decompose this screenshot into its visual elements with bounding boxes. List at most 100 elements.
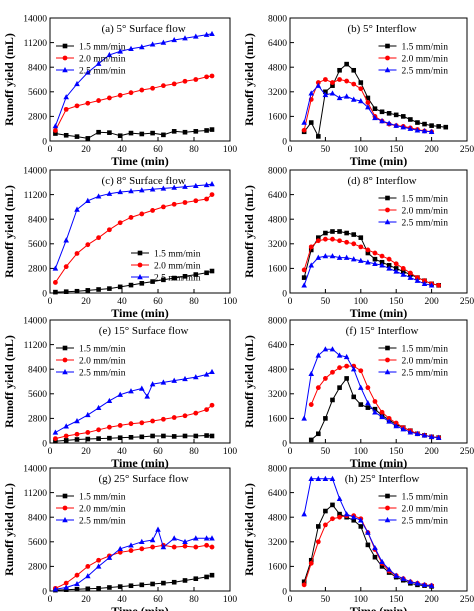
legend-label: 2.5 mm/min xyxy=(402,218,449,228)
x-tick-label: 60 xyxy=(153,595,163,605)
panel-f: 0 50 100 150 200 250 0 1600 3200 4800 6400 8000 Time… xyxy=(242,316,474,470)
legend-marker xyxy=(384,517,391,523)
data-point xyxy=(74,580,80,587)
legend-marker xyxy=(385,493,390,499)
data-point xyxy=(330,83,335,88)
y-tick-label: 11200 xyxy=(24,39,48,49)
data-point xyxy=(203,371,210,377)
x-tick-label: 50 xyxy=(321,297,331,307)
legend-marker xyxy=(137,262,143,268)
data-point xyxy=(386,566,392,572)
legend-marker xyxy=(385,345,390,351)
data-point xyxy=(365,100,371,105)
y-tick-label: 8400 xyxy=(28,366,47,376)
data-point xyxy=(400,124,407,130)
legend-marker xyxy=(137,274,143,280)
data-point xyxy=(386,256,392,262)
panel-title: (a) 5° Surface flow xyxy=(102,23,186,35)
data-point xyxy=(63,433,69,439)
legend-label: 2.0 mm/min xyxy=(79,504,126,514)
data-point xyxy=(204,433,209,438)
data-point xyxy=(161,433,166,439)
plot-frame xyxy=(49,17,231,142)
data-point xyxy=(372,554,378,560)
y-tick-label: 14000 xyxy=(23,464,47,474)
data-point xyxy=(421,280,428,286)
data-point xyxy=(330,516,335,522)
data-point xyxy=(330,502,335,508)
data-point xyxy=(74,572,80,578)
x-axis-title: Time (min) xyxy=(111,154,168,168)
y-tick-label: 4800 xyxy=(268,216,287,226)
series-2-5-mm-min xyxy=(301,475,435,588)
data-point xyxy=(330,369,335,375)
x-tick-label: 0 xyxy=(48,297,53,307)
series-1-5-mm-min xyxy=(53,268,215,295)
data-point xyxy=(386,416,392,421)
data-point xyxy=(160,379,167,385)
data-point xyxy=(323,376,328,381)
data-point xyxy=(344,78,350,84)
legend-marker xyxy=(62,345,68,351)
data-point xyxy=(337,229,342,234)
y-tick-label: 0 xyxy=(42,137,47,147)
legend-label: 2.0 mm/min xyxy=(402,356,449,366)
legend-marker xyxy=(385,195,390,201)
data-point xyxy=(209,127,215,132)
legend-marker xyxy=(385,55,390,61)
data-point xyxy=(85,430,91,435)
data-point xyxy=(315,539,321,545)
y-tick-label: 4800 xyxy=(268,514,287,524)
data-point xyxy=(315,82,322,88)
x-tick-label: 20 xyxy=(81,447,91,457)
data-point xyxy=(117,220,123,226)
series-line xyxy=(55,404,213,440)
data-point xyxy=(337,514,342,520)
data-point xyxy=(182,200,188,205)
data-point xyxy=(85,69,91,75)
data-point xyxy=(107,130,112,135)
y-tick-label: 5600 xyxy=(28,240,47,250)
y-tick-label: 4800 xyxy=(268,366,287,376)
data-point xyxy=(171,544,177,550)
data-point xyxy=(96,427,101,433)
data-point xyxy=(53,289,58,295)
y-axis-title: Runoff yield (mL) xyxy=(242,335,256,428)
data-point xyxy=(365,542,371,548)
data-point xyxy=(372,544,378,551)
data-point xyxy=(193,198,199,204)
data-point xyxy=(414,277,421,283)
data-point xyxy=(106,190,113,196)
data-point xyxy=(379,262,385,268)
data-point xyxy=(428,582,435,588)
data-point xyxy=(52,429,59,435)
data-point xyxy=(315,238,321,244)
series-2-5-mm-min xyxy=(52,181,215,271)
x-tick-label: 250 xyxy=(460,595,474,605)
legend-marker xyxy=(384,219,391,225)
y-tick-label: 0 xyxy=(42,587,47,597)
series-2-5-mm-min xyxy=(52,368,215,435)
data-point xyxy=(107,585,112,590)
data-point xyxy=(117,435,123,441)
series-line xyxy=(55,270,213,293)
y-tick-label: 5600 xyxy=(28,390,47,400)
y-tick-label: 2800 xyxy=(28,113,47,123)
data-point xyxy=(379,564,385,569)
data-point xyxy=(372,250,378,256)
legend: 1.5 mm/min 2.0 mm/min 2.5 mm/min xyxy=(56,42,126,76)
legend-label: 1.5 mm/min xyxy=(402,344,449,354)
series-1-5-mm-min xyxy=(53,433,215,444)
data-point xyxy=(323,77,328,82)
y-tick-label: 6400 xyxy=(268,489,287,499)
data-point xyxy=(117,133,123,139)
data-point xyxy=(358,524,364,529)
data-point xyxy=(407,125,414,131)
data-point xyxy=(358,80,364,85)
data-point xyxy=(117,549,123,555)
y-tick-label: 8000 xyxy=(268,14,287,24)
legend-marker xyxy=(62,43,68,49)
x-tick-label: 250 xyxy=(460,145,474,155)
data-point xyxy=(316,235,321,240)
data-point xyxy=(63,580,69,586)
